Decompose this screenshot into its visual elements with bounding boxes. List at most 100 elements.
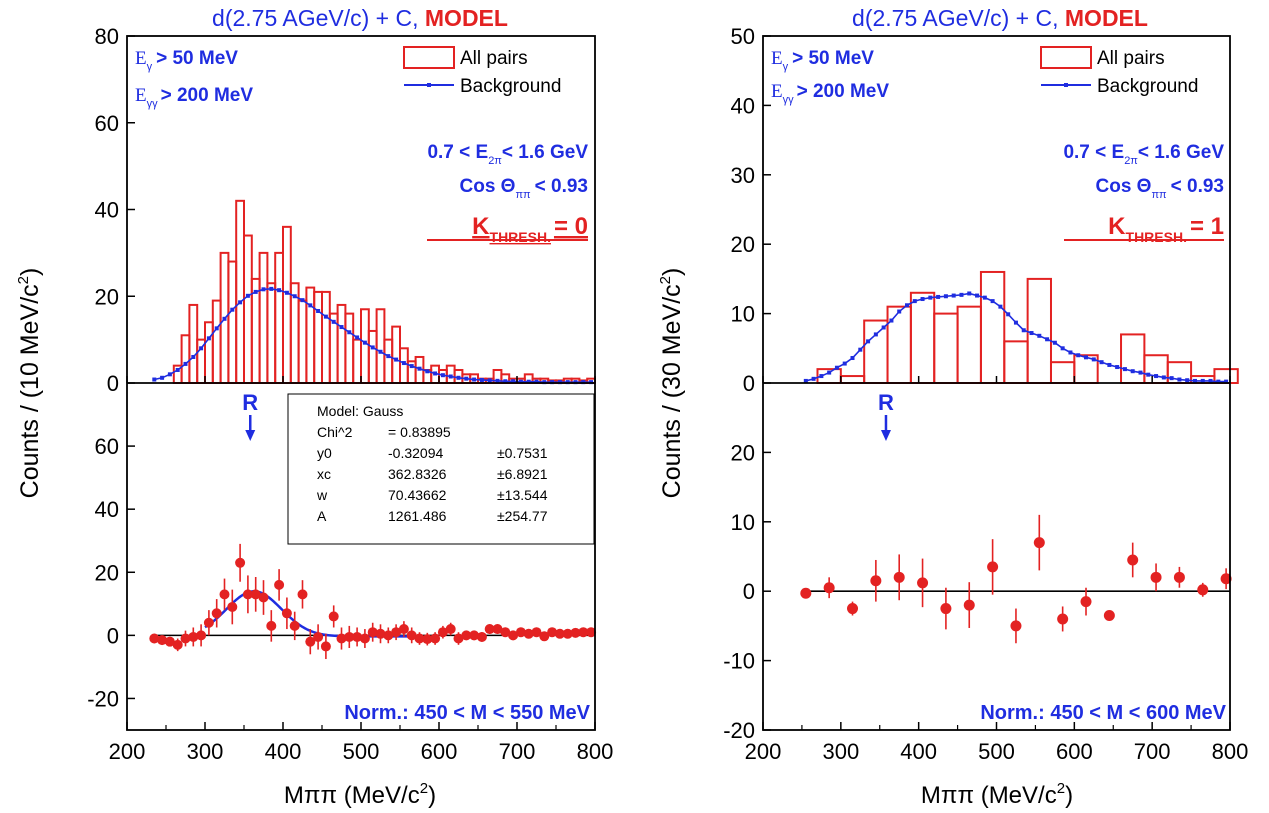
data-point — [188, 631, 199, 642]
data-point — [164, 636, 175, 647]
y-tick-label: -20 — [87, 686, 119, 711]
background-point — [889, 318, 894, 323]
right-top-plot — [803, 270, 1239, 385]
background-point — [959, 292, 964, 297]
fit-box-cell: ±0.7531 — [497, 445, 548, 461]
gauss-fit-curve — [204, 590, 408, 638]
background-point — [511, 379, 516, 384]
histogram-bar — [188, 303, 199, 384]
background-point — [897, 309, 902, 314]
y-tick-label: 60 — [95, 434, 119, 459]
background-point — [1208, 378, 1213, 383]
data-point — [940, 603, 952, 615]
histogram-bar — [258, 251, 269, 384]
data-point — [1150, 571, 1162, 583]
data-point — [281, 608, 292, 619]
background-point — [1185, 378, 1190, 383]
svg-text:Eγγ> 200 MeV: Eγγ > 200 MeV — [135, 85, 253, 110]
background-point — [904, 303, 909, 308]
fit-box-cell: ±6.8921 — [497, 466, 548, 482]
left-resonance-marker: R — [242, 390, 258, 441]
fit-box-cell: w — [316, 487, 328, 503]
background-point — [1130, 369, 1135, 374]
background-point — [827, 370, 832, 375]
background-point — [394, 357, 399, 362]
y-tick-label: 0 — [743, 579, 755, 604]
data-point — [352, 631, 363, 642]
background-point — [1076, 353, 1081, 358]
background-point — [1224, 379, 1229, 384]
background-point — [1006, 312, 1011, 317]
y-tick-label: 60 — [95, 111, 119, 136]
data-point — [313, 631, 324, 642]
histogram-bar — [211, 299, 222, 384]
data-point — [1080, 596, 1092, 608]
fit-box-cell: 1261.486 — [388, 508, 447, 524]
legend-swatch-all-pairs — [1040, 46, 1092, 69]
panel-right: d(2.75 AGeV/c) + C, MODEL 200 300 400 500 60… — [657, 5, 1248, 809]
fit-box-cell: y0 — [317, 445, 332, 461]
data-point — [547, 627, 558, 638]
data-point — [219, 589, 230, 600]
left-cuts-right: 0.7 < E2π< 1.6 GeV Cos Θππ < 0.93 — [427, 142, 588, 201]
data-point — [398, 624, 409, 635]
background-point — [191, 354, 196, 359]
fit-box-cell: xc — [317, 466, 331, 482]
x-tick-label: 700 — [1134, 739, 1171, 764]
histogram-bar — [196, 338, 206, 384]
histogram-bar — [266, 282, 277, 384]
background-point — [1068, 350, 1073, 355]
histogram-bar — [886, 305, 912, 384]
histogram-bar — [863, 319, 889, 385]
histogram-bar — [1120, 333, 1146, 385]
data-point — [800, 587, 812, 599]
x-tick-label: 200 — [745, 739, 782, 764]
background-point — [1146, 372, 1151, 377]
data-point — [359, 633, 370, 644]
histogram-bar — [933, 312, 959, 385]
background-point — [362, 340, 367, 345]
svg-text:Eγγ> 200 MeV: Eγγ > 200 MeV — [771, 81, 889, 106]
histogram-bar — [235, 199, 245, 384]
background-point — [866, 339, 871, 344]
x-tick-label: 700 — [499, 739, 536, 764]
background-point — [873, 332, 878, 337]
background-point — [199, 346, 204, 351]
histogram-bar — [909, 291, 936, 384]
data-point — [1220, 573, 1232, 585]
background-point — [990, 299, 995, 304]
background-point — [1122, 367, 1127, 372]
y-tick-label: 80 — [95, 24, 119, 49]
fit-box-cell: Model: Gauss — [317, 403, 403, 419]
background-point — [1060, 346, 1065, 351]
data-point — [172, 639, 183, 650]
background-point — [1052, 340, 1057, 345]
data-point — [523, 628, 534, 639]
fit-box-cell: 70.43662 — [388, 487, 447, 503]
background-point — [1107, 362, 1112, 367]
data-point — [539, 631, 550, 642]
x-tick-label: 300 — [187, 739, 224, 764]
legend-background: Background — [1097, 76, 1198, 97]
background-point — [253, 289, 258, 294]
histogram-bar — [1003, 340, 1029, 384]
data-point — [453, 633, 464, 644]
background-point — [160, 375, 165, 380]
fit-box-cell: 362.8326 — [388, 466, 447, 482]
background-point — [534, 379, 539, 384]
svg-text:Eγ> 50 MeV: Eγ > 50 MeV — [771, 48, 874, 73]
histogram-bar — [383, 338, 394, 384]
histogram-bar — [979, 270, 1006, 384]
background-point — [230, 307, 235, 312]
data-point — [508, 630, 519, 641]
background-point — [1154, 374, 1159, 379]
histogram-bar — [344, 312, 355, 385]
data-point — [554, 628, 565, 639]
y-tick-label: 10 — [731, 302, 755, 327]
background-point — [975, 293, 980, 298]
background-point — [850, 356, 855, 361]
right-axes: 200 300 400 500 600 700 800 0 10 20 30 40 50 -20 -10 0 1… — [723, 24, 1248, 764]
data-point — [391, 627, 402, 638]
x-tick-label: 800 — [577, 739, 614, 764]
